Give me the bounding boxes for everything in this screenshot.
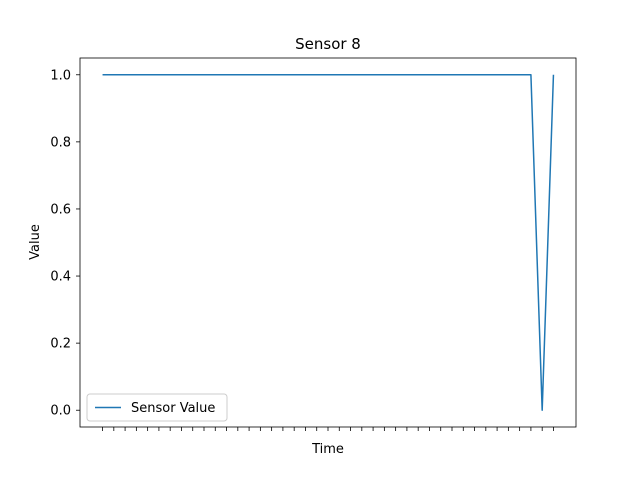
y-tick-label: 0.0 [50, 404, 71, 419]
y-axis-label: Value [28, 224, 43, 260]
x-axis-label: Time [311, 442, 344, 457]
x-axis-ticks [102, 427, 554, 431]
y-axis-ticks: 0.0 0.2 0.4 0.6 0.8 1.0 [50, 68, 80, 419]
legend-box [86, 393, 228, 422]
chart-title: Sensor 8 [295, 35, 361, 53]
y-tick-label: 0.8 [50, 135, 71, 150]
plot-area-frame [79, 57, 577, 428]
y-tick-label: 0.4 [50, 270, 71, 285]
y-tick-label: 0.6 [50, 202, 71, 217]
y-tick-label: 0.2 [50, 337, 71, 352]
y-tick-label: 1.0 [50, 68, 71, 83]
legend-label-sensor-value: Sensor Value [131, 401, 215, 416]
series-line-sensor-value [102, 74, 555, 411]
series-layer [102, 74, 555, 411]
legend: Sensor Value [86, 393, 228, 422]
